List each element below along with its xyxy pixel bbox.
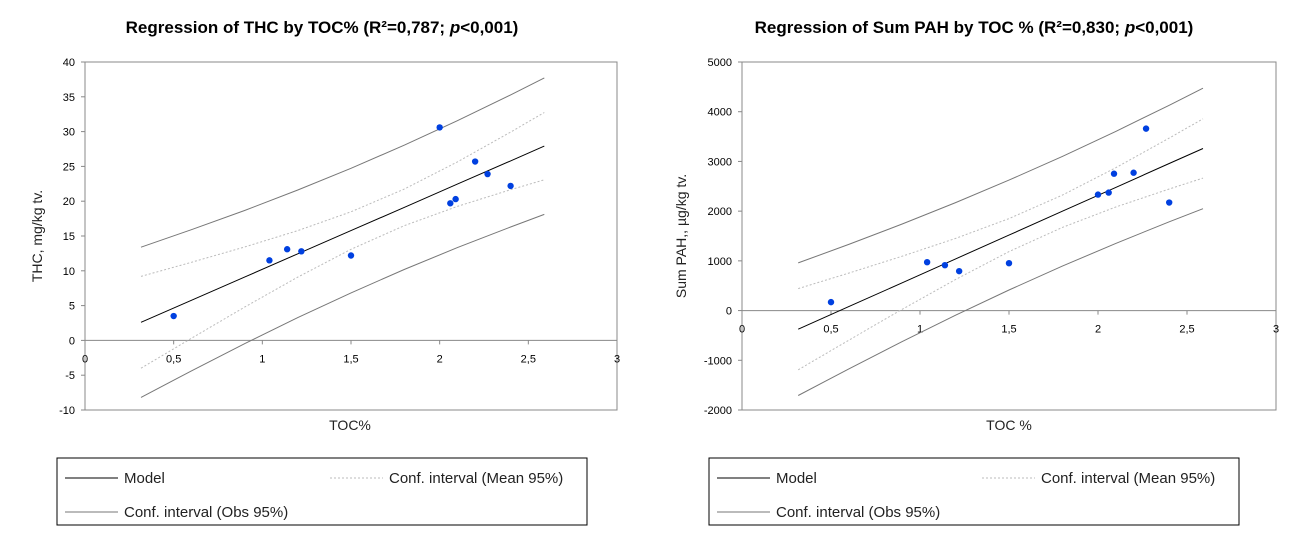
y-tick-label: 35 xyxy=(63,92,75,104)
y-tick-label: 4000 xyxy=(708,107,732,119)
y-tick-label: 40 xyxy=(63,57,75,69)
data-point xyxy=(452,195,459,203)
mean-ci-lower-line xyxy=(797,177,1204,371)
data-point xyxy=(827,298,835,306)
data-point xyxy=(507,182,514,190)
data-point xyxy=(1094,191,1102,198)
chart-thc: Regression of THC by TOC% (R²=0,787; p<0… xyxy=(29,18,620,526)
mean-ci-upper-line xyxy=(798,118,1204,290)
data-point xyxy=(941,261,949,269)
data-point xyxy=(347,252,355,259)
x-tick-label: 2,5 xyxy=(521,353,536,365)
x-tick-label: 2 xyxy=(437,353,443,365)
plot-area: 0 0,5 1 1,5 2 2,5 3 -2000 -1000 0 1000 2000 3000 4000… xyxy=(704,57,1279,417)
data-point xyxy=(471,158,479,165)
x-tick-label: 0,5 xyxy=(166,353,181,365)
x-axis-label: TOC % xyxy=(986,417,1032,433)
x-tick-label: 3 xyxy=(1273,324,1279,336)
y-tick-label: -10 xyxy=(59,405,75,417)
y-tick-label: 2000 xyxy=(708,206,732,218)
y-tick-label: 25 xyxy=(63,161,75,173)
x-tick-label: 1,5 xyxy=(1001,324,1016,336)
obs-ci-lower-line xyxy=(797,208,1204,396)
legend-model: Model xyxy=(776,470,817,487)
x-tick-label: 1,5 xyxy=(343,353,358,365)
y-tick-label: -5 xyxy=(65,370,75,382)
y-tick-label: 3000 xyxy=(708,156,732,168)
x-tick-label: 3 xyxy=(614,353,620,365)
legend-box xyxy=(56,457,588,526)
x-tick-label: 0 xyxy=(739,324,745,336)
data-point xyxy=(436,124,443,131)
data-point xyxy=(923,258,931,266)
data-point xyxy=(170,312,177,320)
x-tick-label: 1 xyxy=(917,324,923,336)
legend-box xyxy=(708,457,1240,526)
x-tick-label: 0,5 xyxy=(823,324,838,336)
plot-area: 0 0,5 1 1,5 2 2,5 3 -10 -5 0 5 10 15 20 25 30 35 40 xyxy=(59,57,620,417)
y-tick-label: -1000 xyxy=(704,355,732,367)
data-point xyxy=(1166,199,1173,206)
y-tick-label: 0 xyxy=(726,306,732,318)
y-axis-label: THC, mg/kg tv. xyxy=(29,190,45,282)
y-tick-label: 10 xyxy=(63,266,75,278)
data-point xyxy=(955,267,963,275)
obs-ci-upper-line xyxy=(140,77,545,248)
legend-mean-ci: Conf. interval (Mean 95%) xyxy=(1041,470,1215,487)
y-tick-label: -2000 xyxy=(704,405,732,417)
x-tick-label: 0 xyxy=(82,353,88,365)
data-point xyxy=(1105,189,1112,196)
x-tick-label: 2,5 xyxy=(1179,324,1194,336)
data-point xyxy=(1110,170,1118,177)
data-point xyxy=(447,200,454,207)
y-axis-label: Sum PAH,, µg/kg tv. xyxy=(673,174,689,298)
y-tick-label: 15 xyxy=(63,231,75,243)
data-point xyxy=(283,246,291,253)
y-tick-label: 5000 xyxy=(708,57,732,69)
data-point xyxy=(266,257,273,264)
y-tick-label: 5 xyxy=(69,301,75,313)
data-point xyxy=(1130,169,1137,176)
legend-model: Model xyxy=(124,470,165,487)
y-tick-label: 30 xyxy=(63,127,75,139)
chart-sum-pah: Regression of Sum PAH by TOC % (R²=0,830… xyxy=(673,18,1279,526)
model-line xyxy=(140,145,545,323)
plot-frame xyxy=(741,61,1277,411)
legend-obs-ci: Conf. interval (Obs 95%) xyxy=(776,504,940,521)
mean-ci-lower-line xyxy=(140,179,545,369)
chart-title: Regression of THC by TOC% (R²=0,787; p<0… xyxy=(126,18,519,37)
data-point xyxy=(484,170,491,178)
plot-frame xyxy=(84,61,618,411)
data-point xyxy=(1142,125,1150,132)
y-tick-label: 0 xyxy=(69,335,75,347)
legend: Model Conf. interval (Mean 95%) Conf. in… xyxy=(708,457,1240,526)
chart-title: Regression of Sum PAH by TOC % (R²=0,830… xyxy=(755,18,1194,37)
data-point xyxy=(298,248,305,255)
data-point xyxy=(1005,259,1013,267)
y-tick-label: 20 xyxy=(63,196,75,208)
x-axis-label: TOC% xyxy=(329,417,371,433)
obs-ci-upper-line xyxy=(798,87,1204,264)
legend-mean-ci: Conf. interval (Mean 95%) xyxy=(389,470,563,487)
x-tick-label: 1 xyxy=(259,353,265,365)
legend-obs-ci: Conf. interval (Obs 95%) xyxy=(124,504,288,521)
obs-ci-lower-line xyxy=(140,213,545,398)
x-tick-label: 2 xyxy=(1095,324,1101,336)
y-tick-label: 1000 xyxy=(708,256,732,268)
legend: Model Conf. interval (Mean 95%) Conf. in… xyxy=(56,457,588,526)
model-line xyxy=(797,148,1204,330)
